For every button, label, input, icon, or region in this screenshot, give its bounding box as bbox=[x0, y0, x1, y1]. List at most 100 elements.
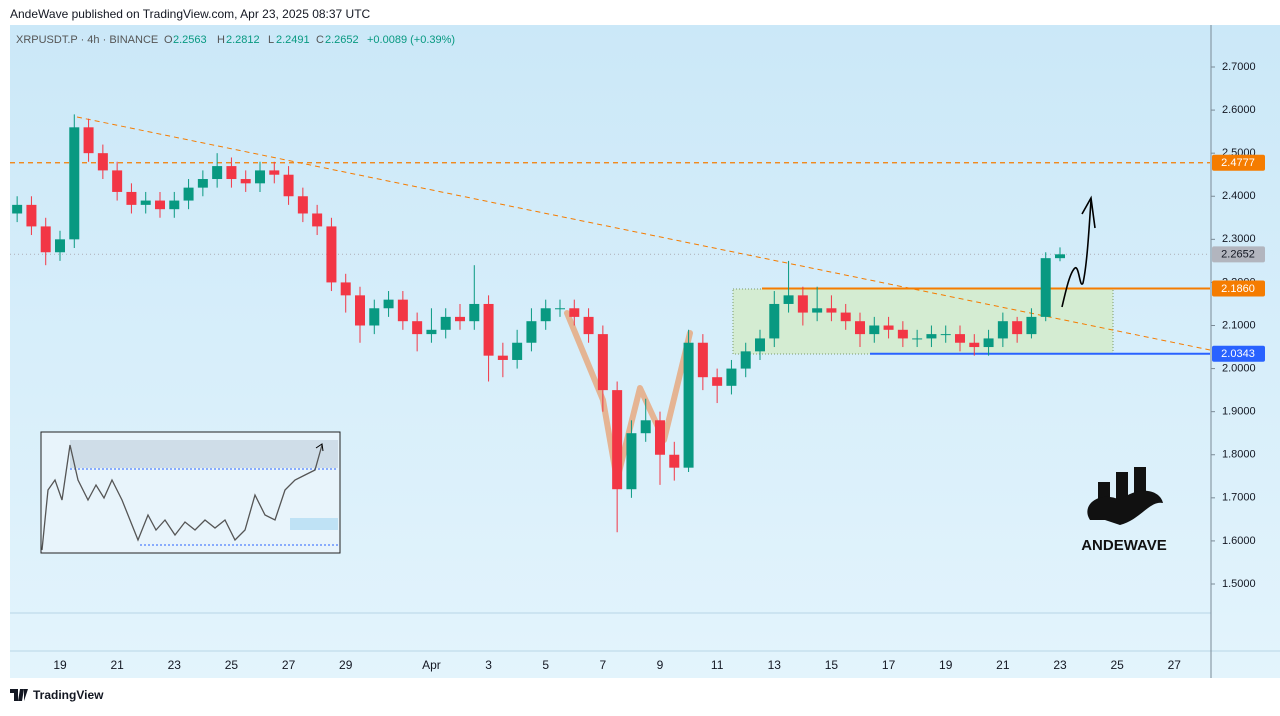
x-tick-label: 11 bbox=[711, 658, 724, 672]
candle-body bbox=[597, 334, 608, 391]
candle-body bbox=[897, 329, 908, 339]
x-tick-label: 5 bbox=[542, 658, 549, 672]
candle-body bbox=[783, 295, 794, 304]
candle-body bbox=[426, 329, 437, 335]
candle-body bbox=[397, 299, 408, 322]
candle-body bbox=[97, 153, 108, 171]
candle-body bbox=[683, 342, 694, 468]
candle-body bbox=[1040, 258, 1051, 317]
candle-body bbox=[297, 196, 308, 214]
inset-sketch bbox=[41, 444, 323, 551]
level-tag bbox=[1212, 345, 1265, 362]
candle-body bbox=[512, 342, 523, 360]
candle-body bbox=[912, 338, 923, 340]
candle-body bbox=[826, 308, 837, 313]
x-tick-label: 17 bbox=[882, 658, 896, 672]
candle-body bbox=[997, 321, 1008, 339]
inset bbox=[40, 431, 341, 554]
footer-logo bbox=[10, 689, 28, 701]
candle-body bbox=[569, 308, 580, 317]
candle-body bbox=[369, 308, 380, 326]
symbol: XRPUSDT.P · 4h · BINANCE bbox=[16, 34, 158, 46]
candle-body bbox=[140, 200, 151, 205]
candle-body bbox=[212, 166, 223, 180]
x-tick-label: 21 bbox=[996, 658, 1010, 672]
ohlc-letter: L bbox=[268, 34, 274, 46]
candle-body bbox=[769, 303, 780, 339]
candle-body bbox=[583, 316, 594, 335]
candle-body bbox=[840, 312, 851, 322]
candle-body bbox=[183, 187, 194, 201]
candle-body bbox=[812, 308, 823, 313]
candle-body bbox=[383, 299, 394, 309]
y-tick-label: 2.0000 bbox=[1222, 362, 1256, 374]
y-tick-label: 1.9000 bbox=[1222, 406, 1256, 418]
candle-body bbox=[1012, 321, 1023, 335]
candle-body bbox=[497, 355, 508, 360]
y-tick-label: 2.3000 bbox=[1222, 233, 1256, 245]
watermark-logo: ANDEWAVE bbox=[1081, 467, 1167, 554]
x-tick-label: 23 bbox=[1053, 658, 1067, 672]
ohlc-letter: C bbox=[316, 34, 324, 46]
candle-body bbox=[240, 179, 251, 184]
x-tick-label: 27 bbox=[282, 658, 296, 672]
candle-body bbox=[740, 351, 751, 369]
candle-body bbox=[269, 170, 280, 175]
candle-body bbox=[669, 454, 680, 468]
candle-body bbox=[483, 303, 494, 356]
candle-body bbox=[869, 325, 880, 335]
candle-body bbox=[726, 368, 737, 386]
ohlc-letter: H bbox=[217, 34, 225, 46]
y-tick-label: 2.1000 bbox=[1222, 319, 1256, 331]
y-tick-label: 2.6000 bbox=[1222, 104, 1256, 116]
open-value: 2.2563 bbox=[173, 34, 207, 46]
logo-bull bbox=[1087, 490, 1163, 525]
candle-body bbox=[655, 420, 665, 455]
candle-body bbox=[555, 308, 565, 310]
level-label: 2.4777 bbox=[1221, 157, 1255, 169]
candle-body bbox=[469, 303, 480, 322]
x-tick-label: 25 bbox=[1110, 658, 1124, 672]
candle-body bbox=[312, 213, 323, 227]
level-tag bbox=[1212, 280, 1265, 297]
candle-body bbox=[112, 170, 123, 192]
x-tick-label: 9 bbox=[657, 658, 664, 672]
x-tick-label: 23 bbox=[168, 658, 182, 672]
candle-body bbox=[412, 321, 423, 335]
candle-body bbox=[197, 179, 208, 188]
candle-body bbox=[1026, 316, 1037, 335]
candle-body bbox=[612, 390, 623, 490]
x-tick-label: 19 bbox=[939, 658, 953, 672]
candle-body bbox=[697, 342, 708, 378]
candle-body bbox=[883, 325, 894, 330]
low-value: 2.2491 bbox=[276, 34, 310, 46]
candle-body bbox=[440, 316, 451, 330]
candle-body bbox=[526, 321, 537, 343]
candle-body bbox=[226, 166, 237, 180]
y-tick-label: 2.4000 bbox=[1222, 190, 1256, 202]
forecast-arrow bbox=[1061, 199, 1092, 308]
level-label: 2.1860 bbox=[1221, 283, 1255, 295]
levels bbox=[10, 162, 1210, 355]
y-tick-label: 1.7000 bbox=[1222, 492, 1256, 504]
change: +0.0089 (+0.39%) bbox=[367, 34, 455, 46]
x-tick-label: Apr bbox=[422, 658, 441, 672]
level-label: 2.2652 bbox=[1221, 249, 1255, 261]
x-tick-label: 7 bbox=[600, 658, 607, 672]
candle-body bbox=[983, 338, 994, 348]
x-tick-label: 29 bbox=[339, 658, 353, 672]
y-tick-label: 2.7000 bbox=[1222, 61, 1256, 73]
candle-body bbox=[755, 338, 765, 352]
candle-body bbox=[169, 200, 180, 210]
candle-body bbox=[255, 170, 265, 184]
x-tick-label: 3 bbox=[485, 658, 492, 672]
candle-body bbox=[340, 282, 351, 296]
candle-body bbox=[955, 334, 965, 343]
candle-body bbox=[355, 295, 365, 326]
x-tick-label: 15 bbox=[825, 658, 839, 672]
footer-text: TradingView bbox=[33, 688, 104, 702]
candle-body bbox=[283, 174, 294, 197]
watermark: ANDEWAVE bbox=[1081, 537, 1167, 554]
inset-arrow bbox=[315, 443, 324, 452]
